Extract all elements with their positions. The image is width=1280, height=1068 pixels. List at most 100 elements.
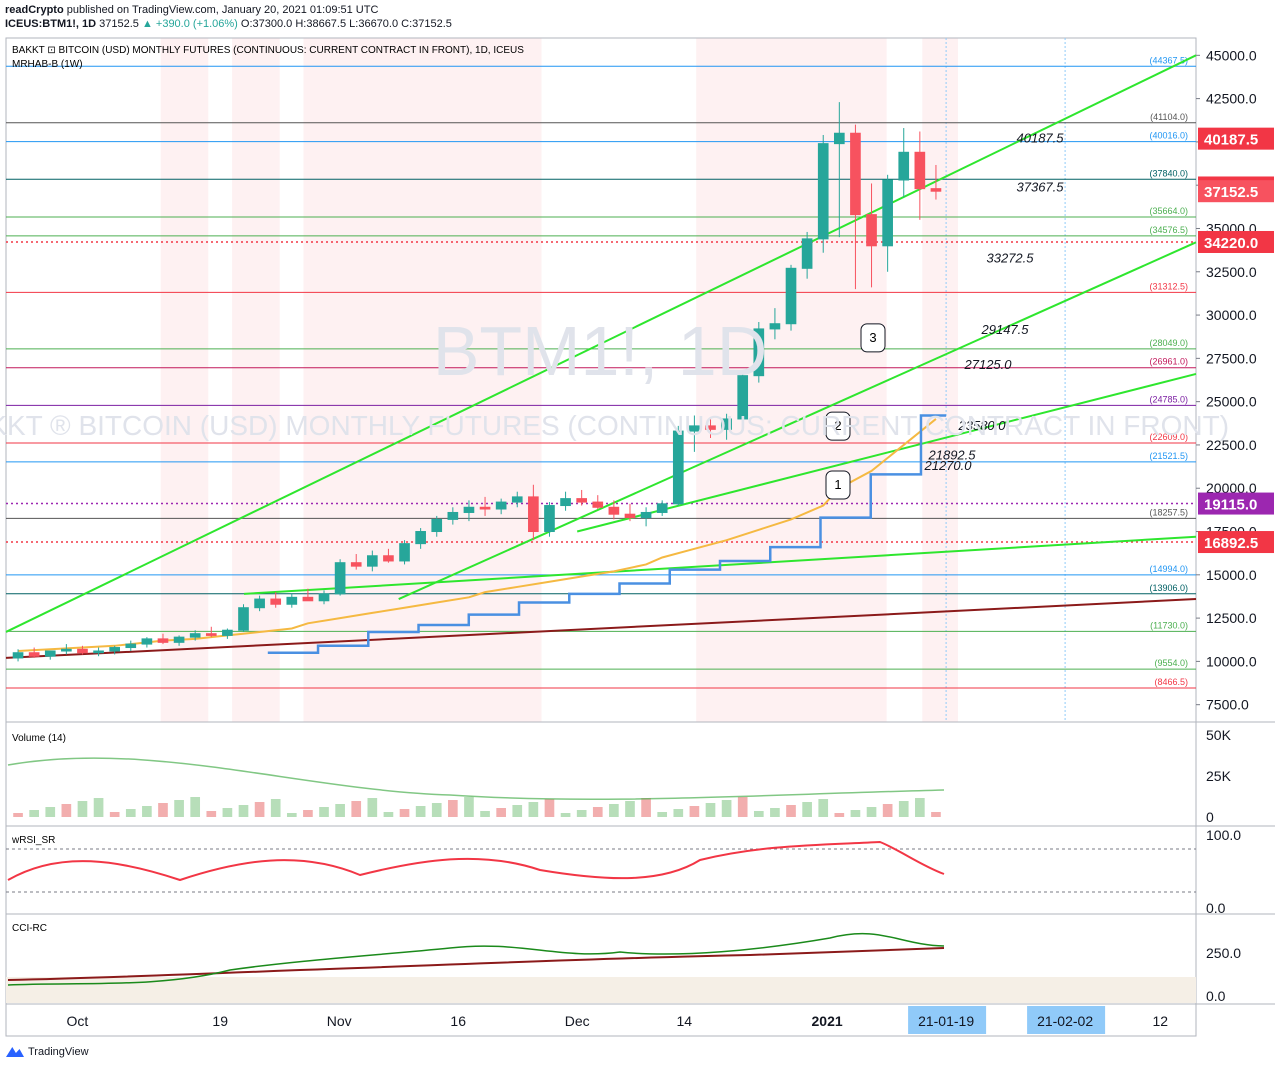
volume-bar xyxy=(45,807,56,817)
footer-brand[interactable]: TradingView xyxy=(28,1046,89,1058)
candle-body xyxy=(479,506,491,510)
candle-body xyxy=(141,638,153,645)
candle-body xyxy=(608,506,620,515)
volume-bar xyxy=(480,811,490,817)
candle-body xyxy=(528,496,539,533)
trendline xyxy=(5,598,1197,659)
level-label: (24785.0) xyxy=(1149,394,1188,404)
candle-body xyxy=(447,511,459,520)
price-tick-label: 7500.0 xyxy=(1206,697,1249,713)
level-label: (26961.0) xyxy=(1149,357,1188,367)
price-tick-label: 25000.0 xyxy=(1206,394,1257,410)
volume-bar xyxy=(399,809,410,817)
volume-bar xyxy=(190,797,201,817)
candle-body xyxy=(254,598,265,609)
volume-bar xyxy=(448,800,458,817)
candle-body xyxy=(914,151,926,190)
volume-bar xyxy=(915,798,925,817)
volume-panel-title: Volume (14) xyxy=(12,733,66,744)
candle-body xyxy=(495,501,507,510)
volume-bar xyxy=(319,807,329,817)
candle-body xyxy=(431,518,443,533)
volume-bar xyxy=(431,803,442,817)
candle-body xyxy=(350,562,362,567)
time-tick-label: Oct xyxy=(67,1013,89,1029)
volume-bar xyxy=(898,801,909,817)
price-tick-label: 15000.0 xyxy=(1206,567,1257,583)
price-annotation: 40187.5 xyxy=(1017,131,1065,146)
candle-body xyxy=(705,425,716,430)
level-label: (44367.5) xyxy=(1149,55,1188,65)
volume-bar xyxy=(415,806,426,817)
volume-bar xyxy=(286,813,297,817)
panel-tick-label: 0.0 xyxy=(1206,900,1226,916)
candle-body xyxy=(801,238,813,269)
price-tick-label: 32500.0 xyxy=(1206,264,1257,280)
callout-label: 3 xyxy=(869,330,876,345)
time-tick-label: 12 xyxy=(1153,1013,1169,1029)
volume-bar xyxy=(818,799,829,817)
indicator-panels: 50K 25K 0 100.0 0.0 250.0 0.0 xyxy=(6,727,1241,1004)
candle-body xyxy=(77,648,88,654)
candle-body xyxy=(109,647,121,652)
grid-layer xyxy=(5,37,1275,1037)
cci-baseline xyxy=(7,947,945,981)
candle-body xyxy=(334,562,346,595)
series-layer xyxy=(5,54,1197,659)
level-label: (11730.0) xyxy=(1150,620,1188,630)
candle-body xyxy=(318,593,330,602)
volume-bar xyxy=(560,813,571,817)
wrsi-line xyxy=(7,840,945,882)
header-line-2: ICEUS:BTM1!, 1D 37152.5 ▲ +390.0 (+1.06%… xyxy=(5,18,452,30)
candle-body xyxy=(157,638,169,643)
level-label: (37840.0) xyxy=(1149,168,1188,178)
trendline xyxy=(5,54,1197,633)
volume-bar xyxy=(13,813,23,817)
time-tick-label: 21-01-19 xyxy=(918,1013,974,1029)
footer: TradingView xyxy=(6,1046,89,1058)
publisher-name[interactable]: readCrypto xyxy=(5,4,64,16)
candle-body xyxy=(93,650,104,654)
volume-bar xyxy=(464,797,474,817)
candle-body xyxy=(624,513,636,519)
candle-body xyxy=(12,652,24,659)
watermark-symbol: BTM1!, 1D xyxy=(433,312,768,390)
candle-body xyxy=(286,596,298,605)
volume-bar xyxy=(721,800,732,817)
candle-body xyxy=(833,132,845,145)
level-label: (18257.5) xyxy=(1149,507,1188,517)
volume-bar xyxy=(625,801,635,817)
candle-body xyxy=(817,143,829,240)
level-label: (35664.0) xyxy=(1149,206,1188,216)
volume-bar xyxy=(383,812,394,817)
time-tick-label: 16 xyxy=(450,1013,466,1029)
candle-body xyxy=(592,501,604,508)
price-badge-bg xyxy=(1198,492,1274,515)
volume-bar xyxy=(737,797,748,817)
price-annotation: 23580.0 xyxy=(958,418,1007,433)
callout-box xyxy=(825,411,851,441)
highlight-zone-4 xyxy=(922,38,958,722)
candle-body xyxy=(769,323,781,330)
price-badge-label: 19115.0 xyxy=(1204,497,1257,514)
candle-body xyxy=(61,648,72,652)
candle-body xyxy=(189,633,201,638)
candle-body xyxy=(656,503,668,513)
candle-body xyxy=(205,633,217,636)
price-badge-label: 37152.5 xyxy=(1204,184,1258,201)
price-badge-bg xyxy=(1198,230,1274,253)
price-badge-label: 40187.5 xyxy=(1204,132,1258,149)
volume-bar xyxy=(770,808,780,817)
price-tick-label: 27500.0 xyxy=(1206,350,1257,366)
moving-average-line xyxy=(17,418,937,653)
volume-ma-line xyxy=(7,757,945,801)
candle-body xyxy=(866,214,877,247)
time-tick-label: Nov xyxy=(327,1013,352,1029)
last-price: 37152.5 xyxy=(99,18,139,30)
candle-body xyxy=(270,598,282,605)
volume-bar xyxy=(834,813,845,817)
level-label: (40016.0) xyxy=(1149,131,1188,141)
callout-box xyxy=(860,323,886,353)
volume-bar xyxy=(544,799,555,817)
